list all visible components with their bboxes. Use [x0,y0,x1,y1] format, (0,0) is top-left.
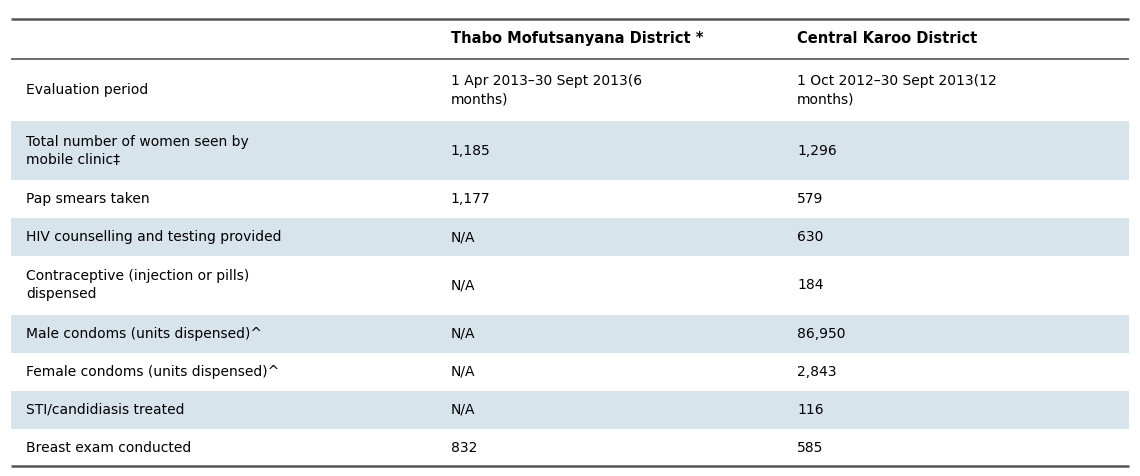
Text: 832: 832 [450,440,478,455]
Text: STI/candidiasis treated: STI/candidiasis treated [26,403,185,416]
Bar [11,121,1129,180]
Text: 1 Apr 2013–30 Sept 2013(6
months): 1 Apr 2013–30 Sept 2013(6 months) [450,74,642,106]
Text: 2,843: 2,843 [797,365,837,379]
Text: N/A: N/A [450,365,475,379]
Text: Breast exam conducted: Breast exam conducted [26,440,192,455]
Bar [11,315,1129,353]
Bar [11,256,1129,315]
Bar [11,218,1129,256]
Text: Central Karoo District: Central Karoo District [797,31,977,47]
Text: Thabo Mofutsanyana District *: Thabo Mofutsanyana District * [450,31,703,47]
Text: Female condoms (units dispensed)^: Female condoms (units dispensed)^ [26,365,279,379]
Text: Male condoms (units dispensed)^: Male condoms (units dispensed)^ [26,327,262,341]
Text: Evaluation period: Evaluation period [26,83,148,97]
Text: Contraceptive (injection or pills)
dispensed: Contraceptive (injection or pills) dispe… [26,269,250,301]
Text: 630: 630 [797,230,823,244]
Text: 1,296: 1,296 [797,144,837,158]
Bar [11,391,1129,428]
Bar [11,428,1129,466]
Text: N/A: N/A [450,278,475,292]
Text: N/A: N/A [450,327,475,341]
Text: 579: 579 [797,192,823,206]
Text: 1 Oct 2012–30 Sept 2013(12
months): 1 Oct 2012–30 Sept 2013(12 months) [797,74,996,106]
Bar [11,353,1129,391]
Bar [11,19,1129,59]
Text: HIV counselling and testing provided: HIV counselling and testing provided [26,230,282,244]
Bar [11,59,1129,121]
Text: 585: 585 [797,440,823,455]
Text: N/A: N/A [450,230,475,244]
Bar [11,180,1129,218]
Text: 184: 184 [797,278,823,292]
Text: 1,177: 1,177 [450,192,490,206]
Text: 116: 116 [797,403,824,416]
Text: 1,185: 1,185 [450,144,490,158]
Text: N/A: N/A [450,403,475,416]
Text: Pap smears taken: Pap smears taken [26,192,149,206]
Text: 86,950: 86,950 [797,327,846,341]
Text: Total number of women seen by
mobile clinic‡: Total number of women seen by mobile cli… [26,135,249,167]
